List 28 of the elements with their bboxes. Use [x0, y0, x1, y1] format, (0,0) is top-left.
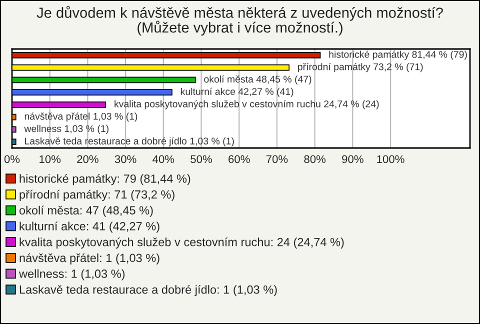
x-tick-label: 100%: [377, 155, 404, 164]
x-tick-label: 90%: [342, 155, 364, 164]
data-label: návštěva přátel 1,03 % (1): [24, 112, 138, 122]
data-label: historické památky 81,44 % (79): [329, 50, 467, 60]
x-tick-label: 60%: [228, 155, 250, 164]
legend-label: kvalita poskytovaných služeb v cestovním ruchu: 24 (24,74 %): [20, 237, 344, 249]
legend-label: historické památky: 79 (81,44 %): [20, 174, 190, 186]
chart-title: Je důvodem k návštěvě města některá z uvedených možností? (Můžete vybrat i více možností.): [36, 6, 443, 36]
data-label: okolí města 48,45 % (47): [204, 75, 312, 85]
data-label: přírodní památky 73,2 % (71): [298, 62, 423, 72]
data-label: kulturní akce 42,27 % (41): [180, 88, 294, 97]
legend-label: Laskavě teda restaurace a dobré jídlo: 1 (1,03 %): [20, 284, 277, 296]
data-label: Laskavě teda restaurace a dobré jídlo 1,03 % (1): [25, 137, 234, 146]
legend-label: návštěva přátel: 1 (1,03 %): [20, 253, 160, 264]
x-tick-label: 70%: [266, 155, 288, 164]
x-tick-label: 10%: [40, 155, 61, 164]
x-tick-label: 30%: [114, 155, 136, 164]
x-tick-label: 0%: [4, 155, 20, 164]
x-tick-label: 20%: [77, 155, 98, 164]
legend-label: wellness: 1 (1,03 %): [18, 269, 125, 280]
x-tick-label: 40%: [152, 155, 174, 164]
legend-label: kulturní akce: 41 (42,27 %): [20, 222, 160, 233]
x-tick-label: 50%: [190, 155, 212, 164]
legend-label: okolí města: 47 (48,45 %): [19, 206, 153, 217]
data-label: wellness 1,03 % (1): [24, 124, 108, 134]
x-tick-label: 80%: [304, 155, 326, 164]
legend-label: přírodní památky: 71 (73,2 %): [20, 190, 174, 202]
data-label: kvalita poskytovaných služeb v cestovním ruchu 24,74 % (24): [114, 100, 379, 110]
